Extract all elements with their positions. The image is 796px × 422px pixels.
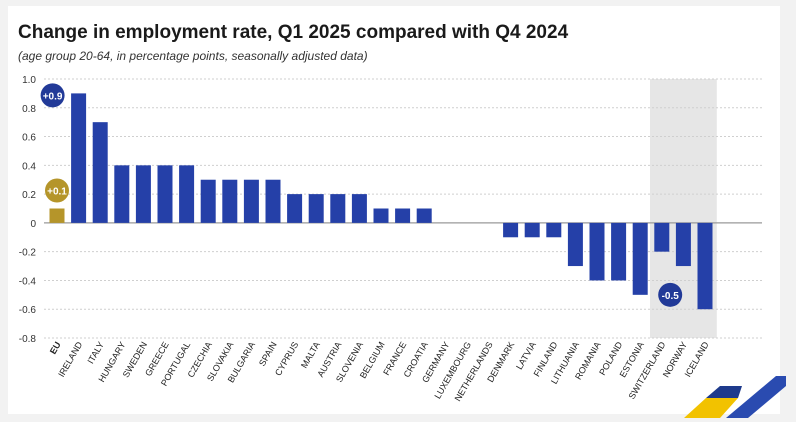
bar-sweden: [135, 165, 151, 223]
value-label-estonia: -0.5: [662, 291, 680, 302]
chart-title: Change in employment rate, Q1 2025 compa…: [18, 22, 569, 43]
value-label-ireland: +0.9: [43, 91, 63, 102]
x-tick-label-italy: ITALY: [85, 340, 106, 366]
y-tick-label: 0: [30, 219, 36, 230]
y-tick-label: -0.8: [19, 334, 37, 345]
y-tick-label: 0.8: [22, 104, 36, 115]
y-tick-label: 0.2: [22, 190, 36, 201]
y-tick-label: -0.6: [19, 305, 37, 316]
bar-denmark: [503, 222, 519, 238]
bar-eu: [49, 208, 65, 223]
x-tick-label-malta: MALTA: [299, 340, 322, 370]
bar-belgium: [373, 208, 389, 223]
y-tick-label: 1.0: [22, 75, 36, 86]
bar-portugal: [179, 165, 195, 223]
bar-croatia: [416, 208, 432, 223]
bar-france: [395, 208, 411, 223]
bar-cyprus: [287, 194, 303, 223]
y-tick-label: -0.4: [19, 276, 37, 287]
bar-latvia: [524, 222, 540, 238]
bar-iceland: [697, 222, 713, 310]
bar-lithuania: [567, 222, 583, 267]
bar-finland: [546, 222, 562, 238]
bar-czechia: [200, 179, 216, 223]
value-badge-eu: [45, 178, 69, 203]
y-tick-label: 0.4: [22, 161, 36, 172]
bar-malta: [308, 194, 324, 223]
value-badge-estonia: [658, 282, 683, 307]
x-tick-label-spain: SPAIN: [257, 340, 279, 368]
x-tick-label-latvia: LATVIA: [514, 340, 538, 371]
value-label-eu: +0.1: [47, 187, 67, 198]
y-tick-label: 0.6: [22, 133, 36, 144]
bar-norway: [675, 222, 691, 267]
bar-switzerland: [654, 222, 670, 252]
bar-poland: [611, 222, 627, 281]
bar-slovenia: [351, 194, 367, 223]
x-tick-label-eu: EU: [48, 340, 63, 356]
y-tick-label: -0.2: [19, 248, 37, 259]
bar-spain: [265, 179, 281, 223]
bar-greece: [157, 165, 173, 223]
bar-italy: [92, 122, 108, 223]
bar-romania: [589, 222, 605, 281]
bar-estonia: [632, 222, 648, 295]
bar-austria: [330, 194, 346, 223]
eurostat-logo-icon: [684, 376, 786, 418]
chart-subtitle: (age group 20-64, in percentage points, …: [18, 49, 368, 63]
bar-slovakia: [222, 179, 238, 223]
bar-hungary: [114, 165, 130, 223]
bar-ireland: [71, 93, 87, 223]
value-badge-ireland: [40, 83, 65, 108]
bar-bulgaria: [243, 179, 259, 223]
